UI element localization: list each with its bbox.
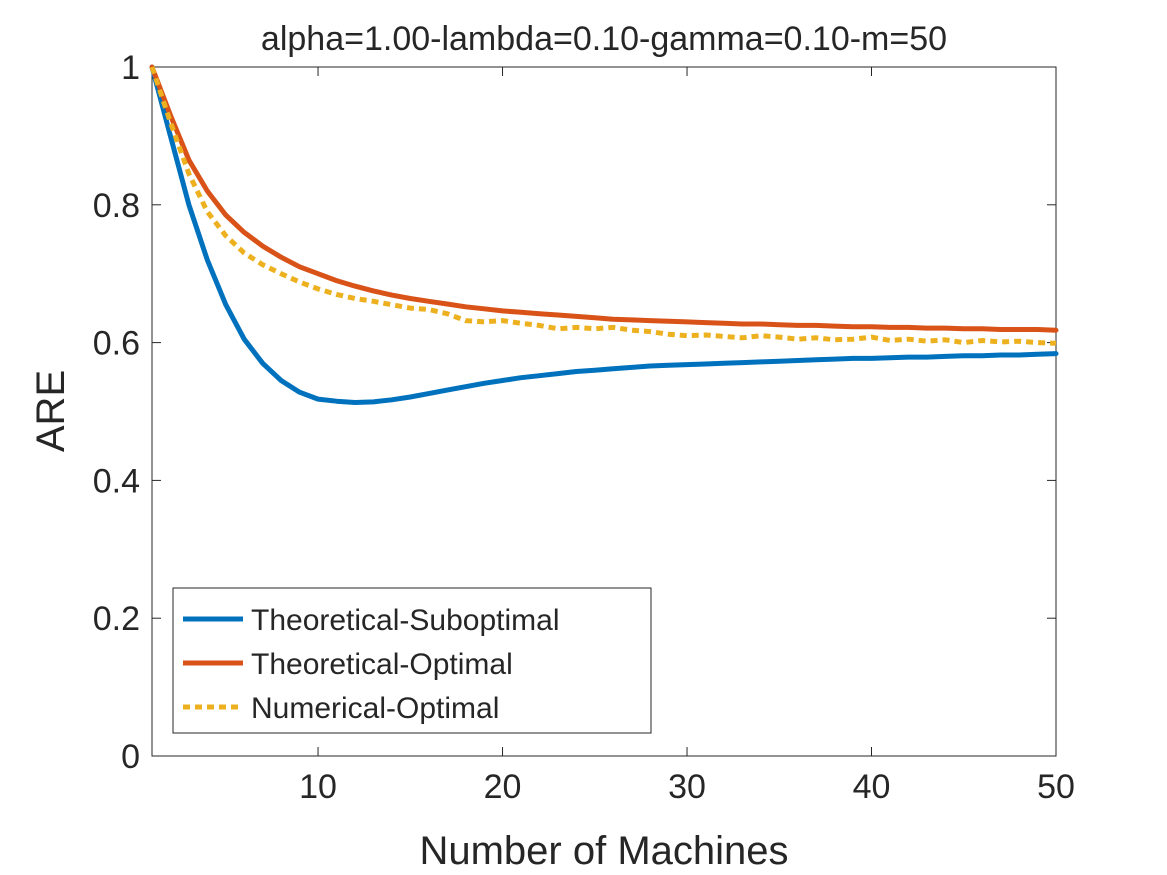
legend-label: Theoretical-Suboptimal bbox=[251, 604, 559, 637]
y-tick-label: 0.4 bbox=[93, 462, 140, 500]
y-tick-label: 0 bbox=[121, 738, 140, 776]
legend-label: Numerical-Optimal bbox=[251, 692, 499, 725]
y-tick-label: 0.6 bbox=[93, 325, 140, 363]
y-tick-label: 1 bbox=[121, 49, 140, 87]
y-tick-label: 0.2 bbox=[93, 600, 140, 638]
x-tick-label: 50 bbox=[1037, 768, 1075, 806]
legend: Theoretical-Suboptimal Theoretical-Optima… bbox=[172, 587, 652, 734]
series-line-numerical-optimal bbox=[149, 66, 1057, 346]
y-axis-ticks: 0 0.2 0.4 0.6 0.8 1 bbox=[93, 49, 1056, 776]
chart-title: alpha=1.00-lambda=0.10-gamma=0.10-m=50 bbox=[261, 20, 947, 58]
x-tick-label: 40 bbox=[853, 768, 891, 806]
series-line-theoretical-optimal bbox=[149, 64, 1059, 333]
y-axis-label: ARE bbox=[29, 370, 73, 452]
x-tick-label: 10 bbox=[299, 768, 337, 806]
series-layer bbox=[149, 64, 1059, 405]
y-tick-label: 0.8 bbox=[93, 187, 140, 225]
x-axis-ticks: 10 20 30 40 50 bbox=[299, 67, 1075, 806]
x-tick-label: 30 bbox=[668, 768, 706, 806]
series-line-theoretical-suboptimal bbox=[149, 64, 1059, 405]
x-axis-label: Number of Machines bbox=[419, 829, 788, 873]
x-tick-label: 20 bbox=[484, 768, 522, 806]
legend-box bbox=[172, 587, 652, 734]
legend-label: Theoretical-Optimal bbox=[251, 648, 513, 681]
